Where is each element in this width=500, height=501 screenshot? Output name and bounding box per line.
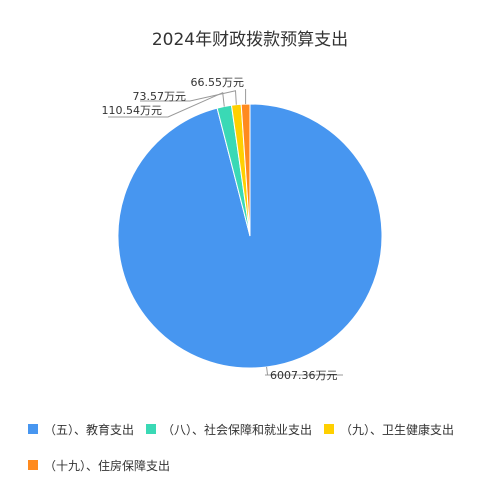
leader-line-health xyxy=(140,90,237,105)
legend-swatch-social-security xyxy=(146,424,157,434)
slice-label-education: 6007.36万元 xyxy=(270,369,338,382)
legend-label-health: （九）、卫生健康支出 xyxy=(340,422,455,437)
chart-title: 2024年财政拨款预算支出 xyxy=(151,30,349,50)
pie-slice-housing[interactable] xyxy=(240,103,251,237)
legend-swatch-health xyxy=(324,424,335,434)
leader-line-education xyxy=(264,366,343,376)
leader-line-social-security xyxy=(108,91,225,118)
slice-label-housing: 66.55万元 xyxy=(191,76,245,89)
legend-row-1: （五）、教育支出 （八）、社会保障和就业支出 （九）、卫生健康支出 xyxy=(28,418,488,440)
legend-item-housing[interactable]: （十九）、住房保障支出 xyxy=(28,457,170,474)
legend-label-housing: （十九）、住房保障支出 xyxy=(44,458,171,473)
slice-label-health: 73.57万元 xyxy=(133,90,187,103)
legend-label-social-security: （八）、社会保障和就业支出 xyxy=(162,422,313,437)
legend-item-health[interactable]: （九）、卫生健康支出 xyxy=(324,421,454,438)
legend-swatch-education xyxy=(28,424,38,434)
legend: （五）、教育支出 （八）、社会保障和就业支出 （九）、卫生健康支出 （十九）、住… xyxy=(28,418,488,490)
legend-item-social-security[interactable]: （八）、社会保障和就业支出 xyxy=(146,421,312,438)
legend-item-education[interactable]: （五）、教育支出 xyxy=(28,421,134,438)
legend-swatch-housing xyxy=(28,460,38,470)
legend-label-education: （五）、教育支出 xyxy=(44,422,135,437)
legend-row-2: （十九）、住房保障支出 xyxy=(28,454,488,476)
slice-label-social-security: 110.54万元 xyxy=(102,104,163,117)
